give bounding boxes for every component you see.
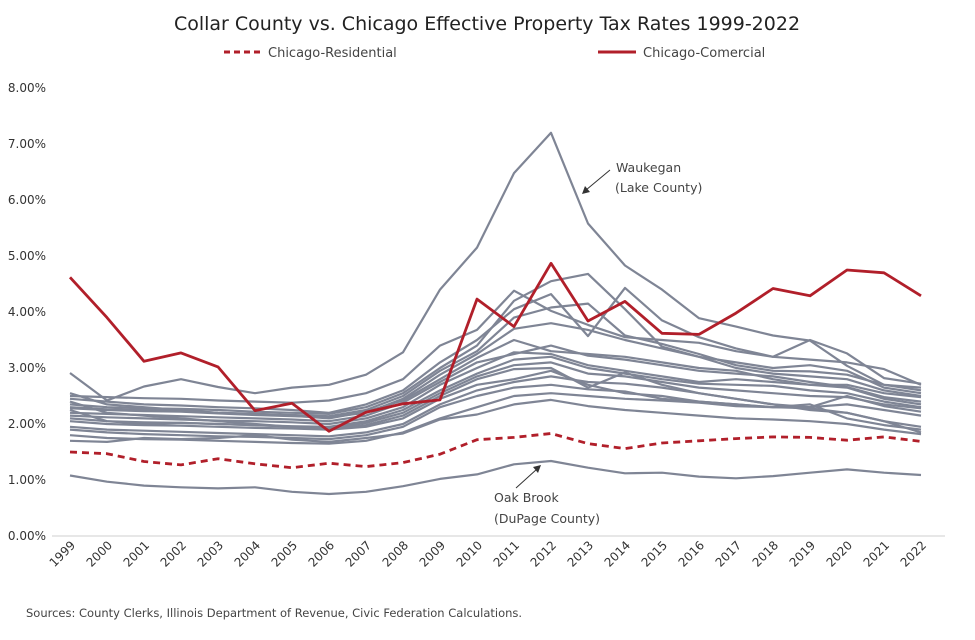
series-line-chicago-commercial [68, 261, 922, 433]
legend-label-commercial: Chicago-Comercial [643, 46, 765, 61]
x-tick-label: 2008 [380, 538, 411, 569]
x-tick-label: 2011 [491, 538, 522, 569]
x-tick-label: 2009 [417, 538, 448, 569]
x-tick-label: 2013 [565, 538, 596, 569]
series-line-other [69, 344, 922, 423]
series-line-other [69, 392, 922, 445]
x-tick-label: 2005 [269, 538, 300, 569]
series-line-other [69, 361, 922, 430]
annotation-oak-brook: Oak Brook (DuPage County) [494, 465, 600, 526]
y-tick-label: 5.00% [8, 249, 46, 263]
x-tick-label: 2002 [158, 538, 189, 569]
series-line-other [69, 272, 922, 415]
legend: Chicago-Residential Chicago-Comercial [224, 46, 765, 61]
annotation-waukegan-arrowhead [582, 186, 590, 194]
series-line-other [69, 375, 922, 438]
series-line-other [69, 459, 922, 496]
series-line-other [69, 289, 922, 404]
y-axis: 0.00% 1.00% 2.00% 3.00% 4.00% 5.00% 6.00% 7.00%… [8, 81, 46, 543]
annotation-oakbrook-arrow [515, 468, 538, 489]
x-tick-label: 2015 [639, 538, 670, 569]
chicago-series-group [68, 261, 922, 470]
y-tick-label: 2.00% [8, 417, 46, 431]
series-line-other [69, 398, 922, 443]
x-tick-label: 2007 [343, 538, 374, 569]
x-tick-label: 2000 [84, 538, 115, 569]
y-tick-label: 8.00% [8, 81, 46, 95]
x-tick-label: 2010 [454, 538, 485, 569]
x-tick-label: 2016 [676, 538, 707, 569]
x-tick-label: 2012 [528, 538, 559, 569]
series-line-other [69, 338, 922, 420]
x-tick-label: 2020 [824, 538, 855, 569]
x-tick-label: 2003 [195, 538, 226, 569]
x-tick-label: 2021 [861, 538, 892, 569]
x-tick-label: 2001 [121, 538, 152, 569]
series-line-other [69, 131, 922, 402]
x-tick-label: 2014 [602, 538, 633, 569]
x-tick-label: 2017 [713, 538, 744, 569]
annotation-oakbrook-line1: Oak Brook [494, 490, 559, 505]
x-tick-label: 1999 [47, 538, 78, 569]
y-tick-label: 7.00% [8, 137, 46, 151]
y-tick-label: 6.00% [8, 193, 46, 207]
x-tick-label: 2019 [787, 538, 818, 569]
annotation-waukegan-line2: (Lake County) [615, 180, 702, 195]
x-axis: 1999 2000 2001 2002 2003 2004 2005 2006 2007 2008… [47, 538, 929, 569]
annotation-waukegan-line1: Waukegan [616, 160, 681, 175]
source-note: Sources: County Clerks, Illinois Departm… [26, 606, 522, 620]
x-tick-label: 2018 [750, 538, 781, 569]
x-tick-label: 2004 [232, 538, 263, 569]
y-tick-label: 1.00% [8, 473, 46, 487]
x-tick-label: 2006 [306, 538, 337, 569]
annotation-waukegan: Waukegan (Lake County) [582, 160, 702, 195]
other-series-group [69, 131, 922, 496]
legend-label-residential: Chicago-Residential [268, 46, 397, 61]
annotation-waukegan-arrow [585, 169, 611, 191]
y-tick-label: 0.00% [8, 529, 46, 543]
chart-title: Collar County vs. Chicago Effective Prop… [174, 13, 800, 35]
annotation-oakbrook-line2: (DuPage County) [494, 511, 600, 526]
annotation-oakbrook-arrowhead [533, 465, 541, 473]
y-tick-label: 3.00% [8, 361, 46, 375]
x-tick-label: 2022 [898, 538, 929, 569]
y-tick-label: 4.00% [8, 305, 46, 319]
